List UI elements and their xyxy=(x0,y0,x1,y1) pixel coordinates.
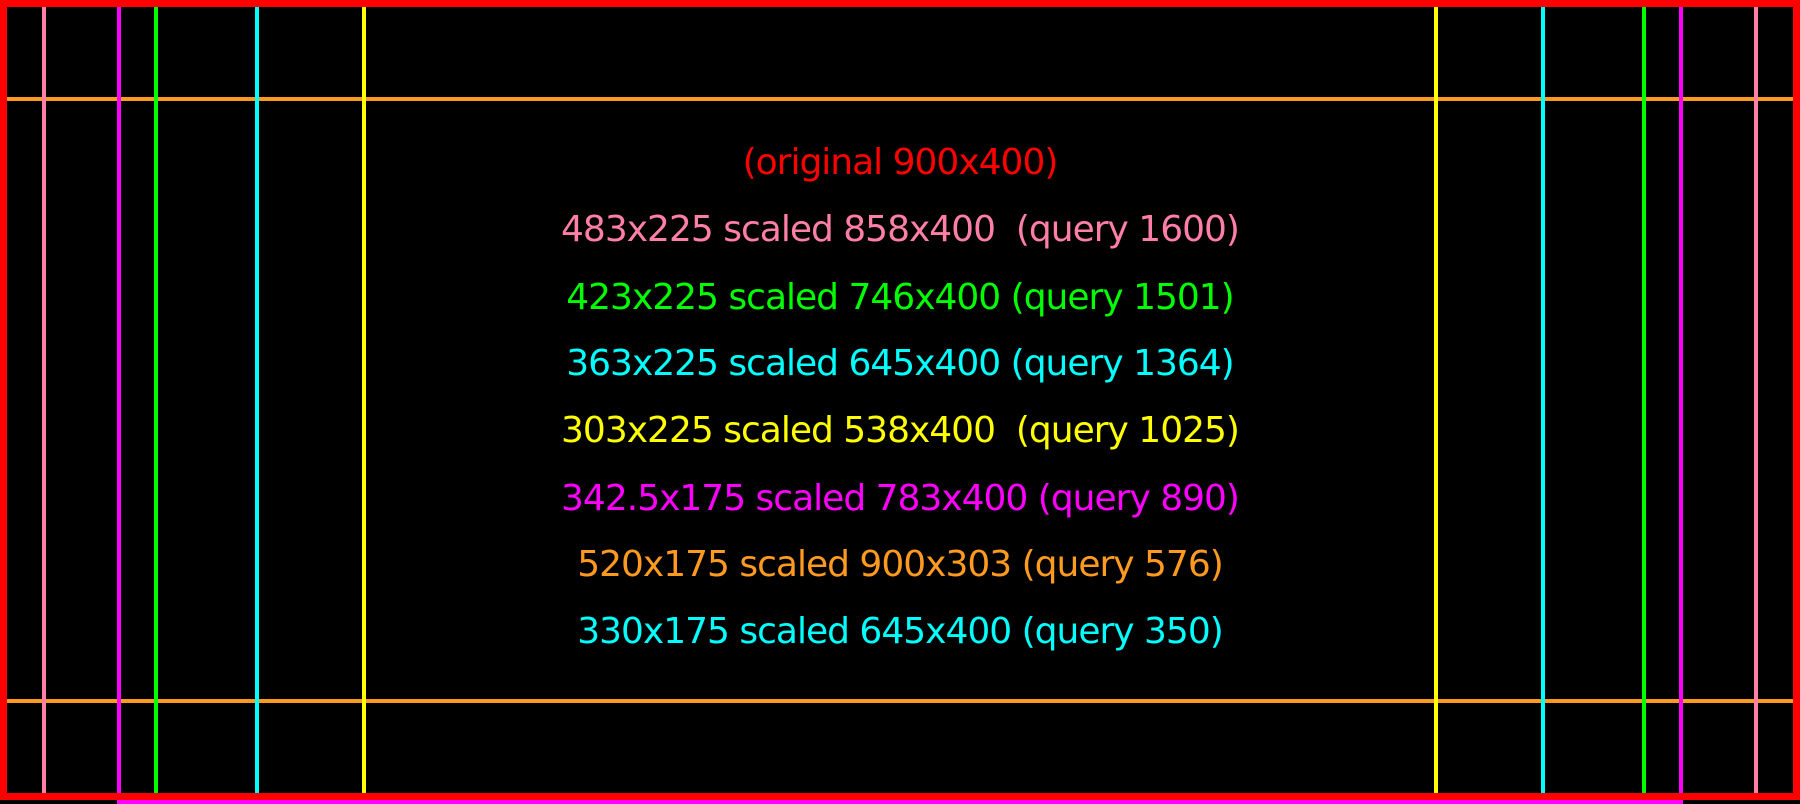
label-query-350: 330x175 scaled 645x400 (query 350) xyxy=(577,611,1224,652)
label-query-890: 342.5x175 scaled 783x400 (query 890) xyxy=(561,478,1240,519)
label-original: (original 900x400) xyxy=(742,142,1059,183)
label-query-576: 520x175 scaled 900x303 (query 576) xyxy=(577,544,1224,585)
label-query-1600: 483x225 scaled 858x400 (query 1600) xyxy=(561,209,1240,250)
label-query-1501: 423x225 scaled 746x400 (query 1501) xyxy=(566,277,1234,318)
label-query-1025: 303x225 scaled 538x400 (query 1025) xyxy=(561,410,1240,451)
label-query-1364: 363x225 scaled 645x400 (query 1364) xyxy=(566,343,1234,384)
